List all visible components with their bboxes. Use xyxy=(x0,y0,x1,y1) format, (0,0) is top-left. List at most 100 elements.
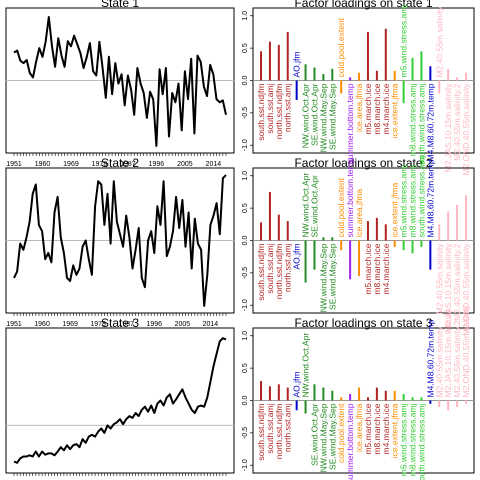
category-label: summer.bottom.temp xyxy=(345,157,355,237)
category-label: NW.wind.Oct.Apr xyxy=(301,173,311,238)
category-label: M2.OND.40.55m.salinity xyxy=(461,243,471,336)
category-label: south.wind.stress.amj xyxy=(416,156,426,238)
category-label: M2.40.55m.salinity.2 xyxy=(452,243,462,321)
x-tick-label: 1969 xyxy=(63,161,79,168)
category-label: cold.pool.extent xyxy=(336,403,346,463)
category-label: M2.40.55m.salinity.2 xyxy=(452,320,462,398)
category-label: north.sst.amj xyxy=(283,83,293,132)
chart-title: State 3 xyxy=(101,316,139,330)
chart-title: Factor loadings on state 2 xyxy=(294,156,432,170)
y-tick-label: 0.5 xyxy=(242,43,249,53)
x-tick-label: 2014 xyxy=(206,161,222,168)
y-tick-label: 0.5 xyxy=(242,363,249,373)
category-label: south.wind.stress.amj xyxy=(416,83,426,165)
state-chart-1: State 1 1951 1960 1969 1978 1987 1996 2005 2014 xyxy=(5,0,235,168)
x-tick-label: 1987 xyxy=(118,321,134,328)
category-label: north.sst.ndjfm xyxy=(274,244,284,300)
category-label: m8.march.ice xyxy=(372,403,382,454)
category-label: m8.wind.stress.amj xyxy=(408,165,418,238)
x-tick-label: 2005 xyxy=(177,161,193,168)
category-label: north.sst.ndjfm xyxy=(274,84,284,140)
state-series-line xyxy=(13,174,227,307)
chart-title: Factor loadings on state 3 xyxy=(294,316,432,330)
state-series-line xyxy=(13,337,227,464)
category-label: M4.M8.60.72m.temp xyxy=(425,159,435,237)
x-tick-label: 1987 xyxy=(120,161,136,168)
category-label: south.sst.amj xyxy=(265,83,275,133)
category-label: m5.march.ice xyxy=(363,83,373,134)
category-label: south.sst.ndjfm xyxy=(256,244,266,301)
category-label: ice.extent.jfma xyxy=(390,182,400,237)
y-tick-label: -1.0 xyxy=(242,299,249,311)
category-label: cold.pool.extent xyxy=(336,17,346,77)
y-tick-label: -1.0 xyxy=(242,139,249,151)
category-label: ice.area.jfma xyxy=(354,83,364,132)
category-label: south.sst.amj xyxy=(265,243,275,293)
category-label: AO.jfm xyxy=(292,52,302,78)
category-label: M2.JAS.10.15m.salinity xyxy=(443,83,453,173)
y-tick-label: 0.0 xyxy=(242,236,249,246)
category-label: NW.wind.May.Sep xyxy=(318,243,328,312)
category-label: summer.bottom.temp xyxy=(345,83,355,163)
category-label: south.wind.stress.amj xyxy=(416,403,426,480)
category-label: NW.wind.May.Sep xyxy=(318,83,328,152)
y-tick-label: 0.0 xyxy=(242,396,249,406)
x-tick-label: 1951 xyxy=(6,161,22,168)
category-label: M2.40.55m.salinity xyxy=(434,326,444,398)
category-label: m5.wind.stress.amj xyxy=(399,403,409,476)
x-tick-label: 1951 xyxy=(6,321,22,328)
y-tick-label: -0.5 xyxy=(242,267,249,279)
category-label: m8.wind.stress.amj xyxy=(408,403,418,476)
category-label: NW.wind.Oct.Apr xyxy=(301,83,311,148)
y-tick-label: -0.5 xyxy=(242,107,249,119)
chart-title: State 2 xyxy=(101,156,139,170)
y-tick-label: -0.5 xyxy=(242,427,249,439)
state-series-line xyxy=(13,16,227,147)
x-tick-label: 1960 xyxy=(34,321,50,328)
category-label: m5.wind.stress.amj xyxy=(399,5,409,78)
category-label: m5.march.ice xyxy=(363,243,373,294)
category-label: M2.OND.40.55m.salinity xyxy=(461,305,471,398)
category-label: SE.wind.Oct.Apr xyxy=(309,403,319,466)
x-tick-label: 2005 xyxy=(175,321,191,328)
category-label: north.sst.amj xyxy=(283,243,293,292)
x-tick-label: 1978 xyxy=(92,161,108,168)
category-label: M2.40.55m.salinity.2 xyxy=(452,83,462,161)
loadings-chart-3: Factor loadings on state 3 1.0 0.5 0.0 -0.5 -… xyxy=(242,305,475,480)
category-label: AO.jfm xyxy=(292,372,302,398)
category-label: north.sst.amj xyxy=(283,403,293,452)
category-label: ice.area.jfma xyxy=(354,189,364,238)
category-label: m5.march.ice xyxy=(363,403,373,454)
x-tick-label: 1960 xyxy=(35,161,51,168)
category-label: M2.JAS.10.15m.salinity xyxy=(443,243,453,333)
loadings-chart-2: Factor loadings on state 2 1.0 0.5 0.0 -0.5 -… xyxy=(242,156,475,336)
category-label: south.sst.amj xyxy=(265,403,275,453)
y-tick-label: -1.0 xyxy=(242,459,249,471)
category-label: M2.40.55m.salinity xyxy=(434,6,444,78)
category-label: SE.wind.May.Sep xyxy=(327,403,337,470)
category-label: south.sst.ndjfm xyxy=(256,404,266,461)
chart-title: State 1 xyxy=(101,0,139,10)
category-label: SE.wind.May.Sep xyxy=(327,83,337,150)
category-label: SE.wind.Oct.Apr xyxy=(309,175,319,238)
category-label: M4.M8.60.72m.temp xyxy=(425,319,435,397)
y-tick-label: 0.5 xyxy=(242,203,249,213)
category-label: m4.march.ice xyxy=(381,83,391,134)
loadings-chart-1: Factor loadings on state 1 1.0 0.5 0.0 -0.5 -… xyxy=(242,0,475,176)
category-label: cold.pool.extent xyxy=(336,177,346,237)
category-label: m4.march.ice xyxy=(381,243,391,294)
x-tick-label: 1969 xyxy=(62,321,78,328)
category-label: ice.extent.jfma xyxy=(390,83,400,138)
x-tick-label: 1996 xyxy=(149,161,165,168)
state-chart-3: State 3 xyxy=(5,316,235,476)
category-label: m8.march.ice xyxy=(372,243,382,294)
category-label: ice.extent.jfma xyxy=(390,403,400,458)
y-tick-label: 1.0 xyxy=(242,11,249,21)
category-label: M2.JAS.10.15m.salinity xyxy=(443,308,453,398)
category-label: NW.wind.Oct.Apr xyxy=(301,333,311,398)
category-label: ice.area.jfma xyxy=(354,403,364,452)
category-label: SE.wind.Oct.Apr xyxy=(309,83,319,146)
state-chart-2: State 2 1951 1960 1969 1978 1987 1996 2005 2014 xyxy=(5,156,235,328)
category-label: M4.M8.60.72m.temp xyxy=(425,83,435,161)
